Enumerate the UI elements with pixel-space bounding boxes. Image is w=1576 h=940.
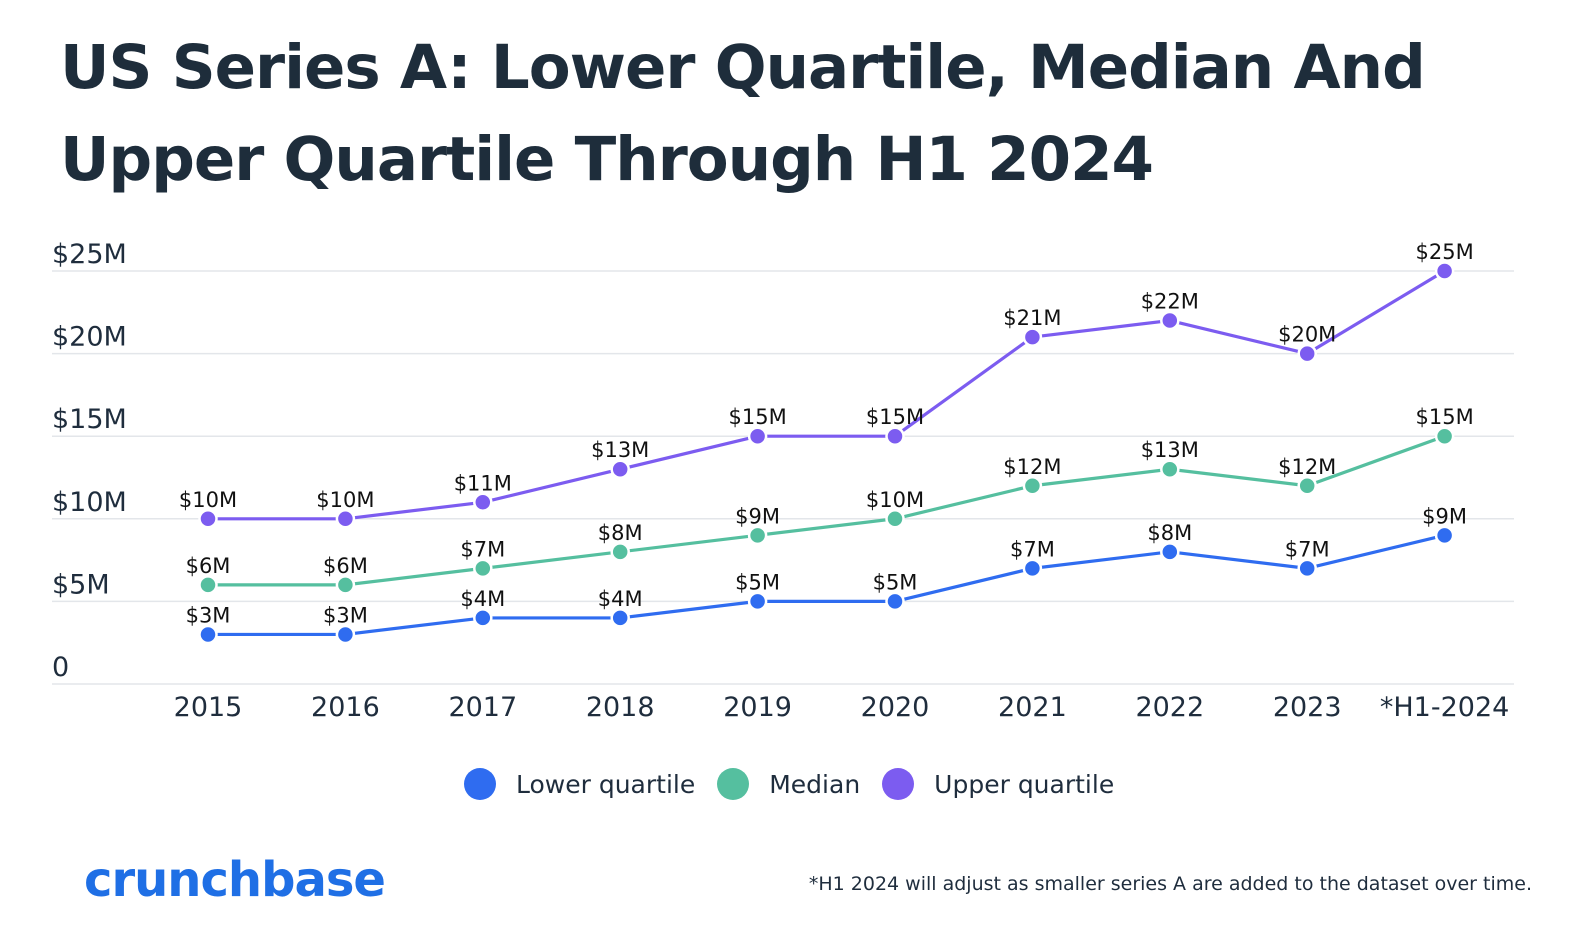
data-label-lower-quartile-7: $8M: [1147, 521, 1192, 545]
legend-label-median: Median: [769, 769, 861, 799]
data-label-upper-quartile-5: $15M: [866, 405, 924, 429]
x-tick-label-3: 2018: [586, 692, 655, 723]
legend-marker-median: [717, 768, 750, 800]
data-label-lower-quartile-9: $9M: [1422, 504, 1467, 528]
y-tick-label-2: $10M: [52, 487, 127, 518]
data-label-lower-quartile-5: $5M: [873, 570, 918, 594]
data-label-upper-quartile-9: $25M: [1415, 240, 1473, 264]
legend-item-upper-quartile[interactable]: Upper quartile: [882, 768, 1114, 800]
data-label-lower-quartile-4: $5M: [735, 570, 780, 594]
data-label-upper-quartile-4: $15M: [728, 405, 786, 429]
data-point-upper-quartile-4: [747, 426, 768, 446]
data-label-lower-quartile-8: $7M: [1285, 537, 1330, 561]
data-label-median-3: $8M: [598, 521, 643, 545]
data-point-median-4: [747, 525, 768, 546]
y-tick-label-5: $25M: [52, 239, 127, 270]
data-point-lower-quartile-7: [1160, 542, 1180, 562]
data-label-median-8: $12M: [1278, 455, 1336, 479]
data-label-upper-quartile-8: $20M: [1278, 323, 1336, 347]
x-tick-label-6: 2021: [998, 692, 1067, 723]
data-point-upper-quartile-5: [885, 426, 905, 446]
data-point-lower-quartile-2: [473, 608, 493, 628]
data-point-lower-quartile-9: [1434, 525, 1455, 546]
data-label-median-6: $12M: [1003, 455, 1061, 479]
data-point-median-0: [198, 575, 218, 595]
data-point-upper-quartile-8: [1297, 343, 1317, 364]
data-label-median-9: $15M: [1415, 405, 1473, 429]
data-point-upper-quartile-9: [1434, 261, 1455, 281]
data-point-lower-quartile-0: [198, 624, 218, 645]
y-tick-label-3: $15M: [52, 404, 127, 435]
legend-item-lower-quartile[interactable]: Lower quartile: [464, 768, 695, 800]
crunchbase-logo[interactable]: crunchbase: [84, 852, 386, 908]
series-line-median: [208, 434, 1446, 587]
data-label-lower-quartile-1: $3M: [323, 603, 368, 627]
data-label-median-5: $10M: [866, 488, 924, 512]
footnote: *H1 2024 will adjust as smaller series A…: [808, 873, 1532, 895]
data-point-lower-quartile-4: [747, 591, 768, 612]
data-point-upper-quartile-0: [198, 509, 218, 529]
data-label-upper-quartile-2: $11M: [454, 471, 512, 495]
data-point-median-9: [1434, 426, 1455, 446]
data-label-upper-quartile-1: $10M: [316, 488, 374, 512]
data-label-lower-quartile-6: $7M: [1010, 537, 1055, 561]
data-point-upper-quartile-1: [335, 509, 356, 529]
data-point-lower-quartile-8: [1297, 558, 1317, 579]
y-tick-label-0: 0: [52, 652, 69, 683]
x-tick-label-4: 2019: [723, 692, 792, 723]
y-tick-label-1: $5M: [52, 569, 110, 600]
data-point-upper-quartile-6: [1022, 327, 1043, 347]
data-point-median-5: [885, 509, 905, 529]
data-label-upper-quartile-6: $21M: [1003, 306, 1061, 330]
x-tick-label-8: 2023: [1273, 692, 1342, 723]
data-label-median-0: $6M: [186, 554, 231, 578]
chart-title: US Series A: Lower Quartile, Median And …: [60, 32, 1426, 195]
data-point-lower-quartile-1: [335, 624, 356, 645]
data-point-median-3: [610, 542, 630, 562]
data-point-median-6: [1022, 476, 1043, 496]
series-line-upper-quartile: [208, 269, 1446, 521]
data-point-lower-quartile-3: [610, 608, 630, 628]
data-point-upper-quartile-2: [473, 492, 493, 513]
x-tick-label-0: 2015: [174, 692, 243, 723]
y-tick-label-4: $20M: [52, 322, 127, 353]
legend-marker-lower-quartile: [464, 768, 496, 800]
data-point-lower-quartile-6: [1022, 558, 1043, 579]
data-label-upper-quartile-0: $10M: [179, 488, 237, 512]
x-tick-label-7: 2022: [1135, 692, 1204, 723]
data-point-median-2: [473, 558, 493, 579]
data-label-median-1: $6M: [323, 554, 368, 578]
data-label-median-7: $13M: [1141, 438, 1199, 462]
data-label-median-4: $9M: [735, 504, 780, 528]
data-point-upper-quartile-3: [610, 459, 630, 479]
x-tick-label-9: *H1-2024: [1380, 692, 1509, 723]
data-label-upper-quartile-3: $13M: [591, 438, 649, 462]
data-label-upper-quartile-7: $22M: [1141, 290, 1199, 314]
legend-item-median[interactable]: Median: [717, 768, 860, 800]
legend-label-lower-quartile: Lower quartile: [516, 769, 696, 799]
x-tick-label-5: 2020: [861, 692, 930, 723]
data-point-lower-quartile-5: [885, 591, 905, 612]
legend-label-upper-quartile: Upper quartile: [934, 769, 1115, 799]
legend-marker-upper-quartile: [882, 768, 915, 800]
x-tick-label-2: 2017: [448, 692, 517, 723]
data-point-median-1: [335, 575, 356, 595]
data-point-upper-quartile-7: [1160, 310, 1180, 331]
x-tick-label-1: 2016: [311, 692, 380, 723]
data-point-median-7: [1160, 459, 1180, 479]
data-label-median-2: $7M: [460, 537, 505, 561]
data-label-lower-quartile-0: $3M: [186, 603, 231, 627]
legend: Lower quartile Median Upper quartile: [464, 768, 1136, 800]
data-label-lower-quartile-3: $4M: [598, 587, 643, 611]
data-point-median-8: [1297, 476, 1317, 496]
data-label-lower-quartile-2: $4M: [460, 587, 505, 611]
series-line-lower-quartile: [208, 533, 1445, 637]
